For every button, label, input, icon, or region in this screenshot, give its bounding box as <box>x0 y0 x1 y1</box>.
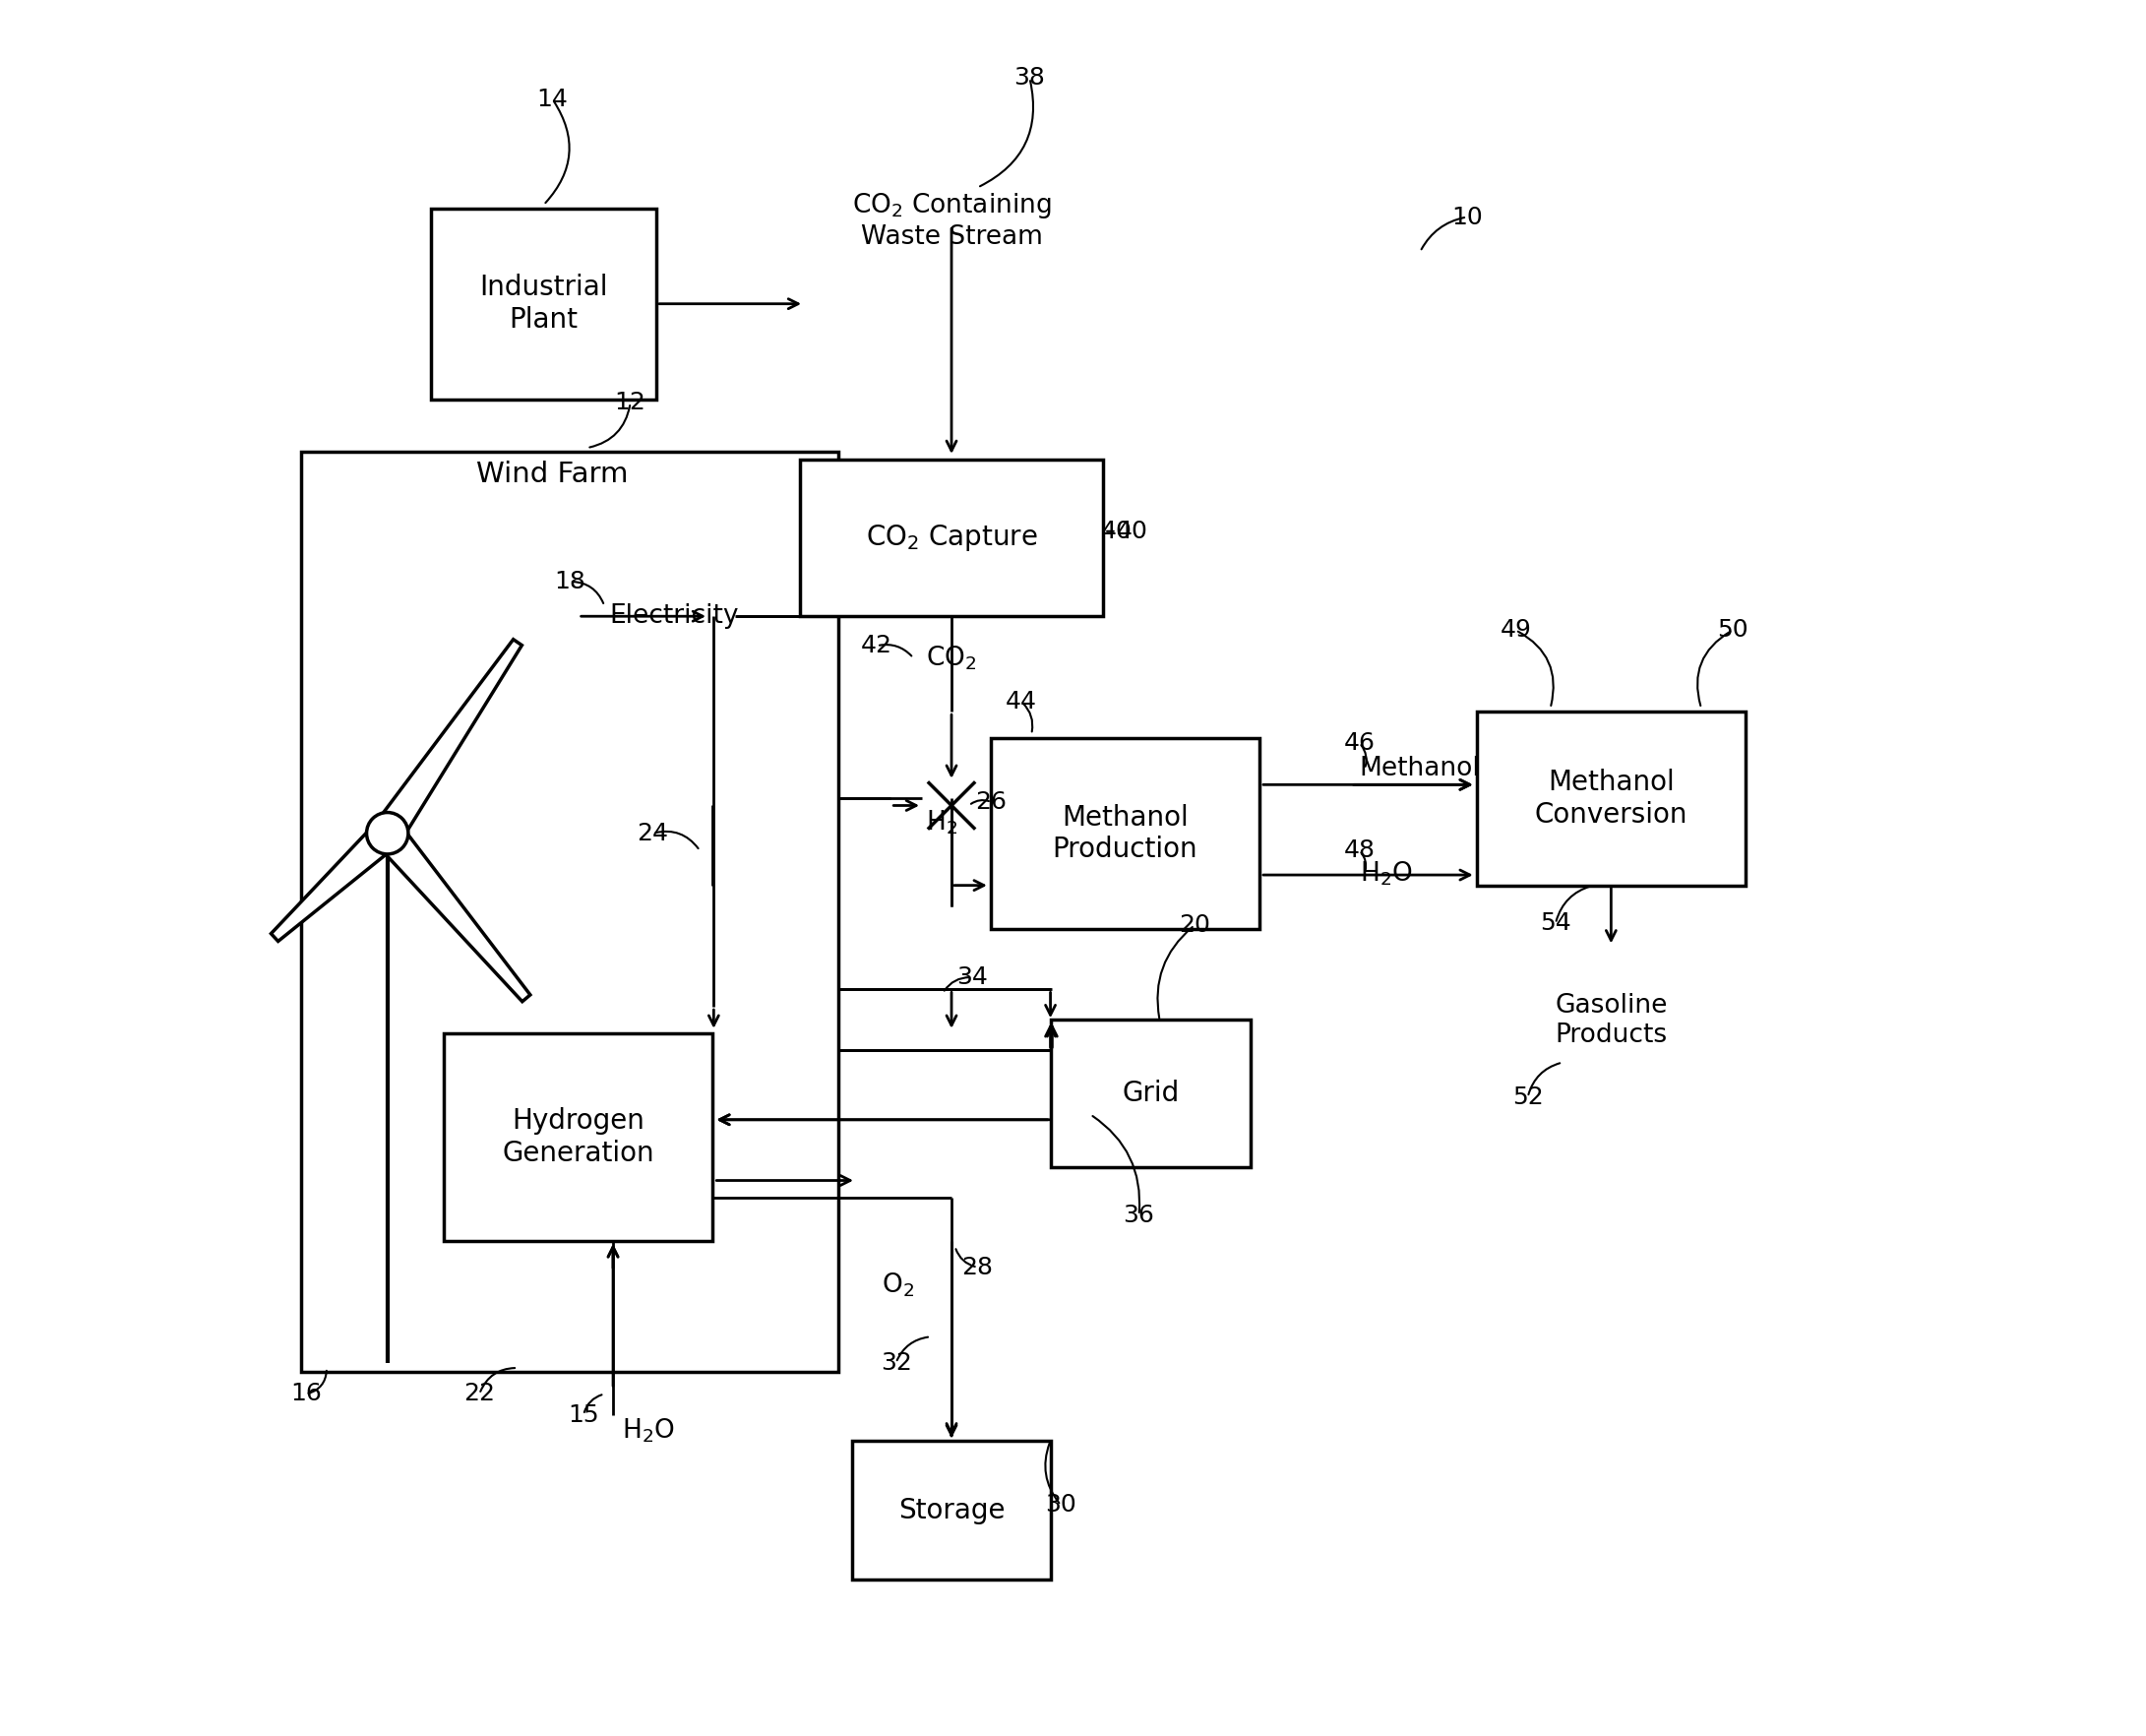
Text: 12: 12 <box>614 391 646 415</box>
Text: 16: 16 <box>290 1382 322 1406</box>
Text: Gasoline
Products: Gasoline Products <box>1556 993 1667 1049</box>
Text: H$_2$: H$_2$ <box>925 809 957 837</box>
Text: 50: 50 <box>1717 618 1749 642</box>
Text: 40: 40 <box>1101 519 1133 543</box>
Text: 38: 38 <box>1013 66 1045 90</box>
FancyBboxPatch shape <box>1052 1019 1251 1167</box>
Text: 28: 28 <box>961 1255 994 1279</box>
Text: 49: 49 <box>1500 618 1532 642</box>
Text: 14: 14 <box>536 87 569 111</box>
Text: Electricity: Electricity <box>609 604 738 628</box>
FancyBboxPatch shape <box>1476 712 1745 885</box>
FancyBboxPatch shape <box>300 451 839 1371</box>
Text: 10: 10 <box>1451 205 1483 229</box>
Text: 32: 32 <box>880 1351 912 1375</box>
Text: 36: 36 <box>1122 1203 1155 1227</box>
Text: 24: 24 <box>637 821 670 845</box>
FancyBboxPatch shape <box>991 738 1260 929</box>
Text: Industrial
Plant: Industrial Plant <box>479 274 607 333</box>
Text: 30: 30 <box>1045 1493 1077 1517</box>
Text: 54: 54 <box>1541 911 1571 936</box>
Text: Grid: Grid <box>1122 1080 1180 1108</box>
Text: 26: 26 <box>976 790 1006 814</box>
Text: Hydrogen
Generation: Hydrogen Generation <box>502 1108 655 1167</box>
Text: Methanol
Production: Methanol Production <box>1052 804 1197 863</box>
Text: 15: 15 <box>569 1403 599 1427</box>
Polygon shape <box>376 823 530 1002</box>
FancyBboxPatch shape <box>800 460 1103 616</box>
Text: 52: 52 <box>1513 1085 1543 1109</box>
Text: 42: 42 <box>861 634 893 658</box>
Polygon shape <box>270 821 397 941</box>
Text: 18: 18 <box>554 569 586 594</box>
Text: H$_2$O: H$_2$O <box>1358 859 1412 887</box>
Text: 34: 34 <box>957 965 987 990</box>
Text: 22: 22 <box>464 1382 496 1406</box>
Text: CO$_2$: CO$_2$ <box>925 644 976 672</box>
Circle shape <box>367 812 408 854</box>
Polygon shape <box>376 639 521 842</box>
FancyBboxPatch shape <box>444 1033 712 1241</box>
Text: CO$_2$ Capture: CO$_2$ Capture <box>865 523 1037 554</box>
Text: Storage: Storage <box>899 1496 1004 1524</box>
Text: 44: 44 <box>1004 689 1037 713</box>
Text: 46: 46 <box>1343 731 1376 755</box>
Text: 48: 48 <box>1343 838 1376 863</box>
Text: 40: 40 <box>1116 519 1148 543</box>
Text: 20: 20 <box>1178 913 1210 937</box>
Text: O$_2$: O$_2$ <box>882 1271 914 1299</box>
FancyBboxPatch shape <box>852 1441 1052 1580</box>
Text: H$_2$O: H$_2$O <box>622 1417 674 1444</box>
Text: Wind Farm: Wind Farm <box>476 460 629 488</box>
Text: CO$_2$ Containing
Waste Stream: CO$_2$ Containing Waste Stream <box>852 191 1052 250</box>
Text: Methanol
Conversion: Methanol Conversion <box>1534 769 1687 828</box>
Text: Methanol: Methanol <box>1358 757 1481 781</box>
FancyBboxPatch shape <box>431 208 657 399</box>
